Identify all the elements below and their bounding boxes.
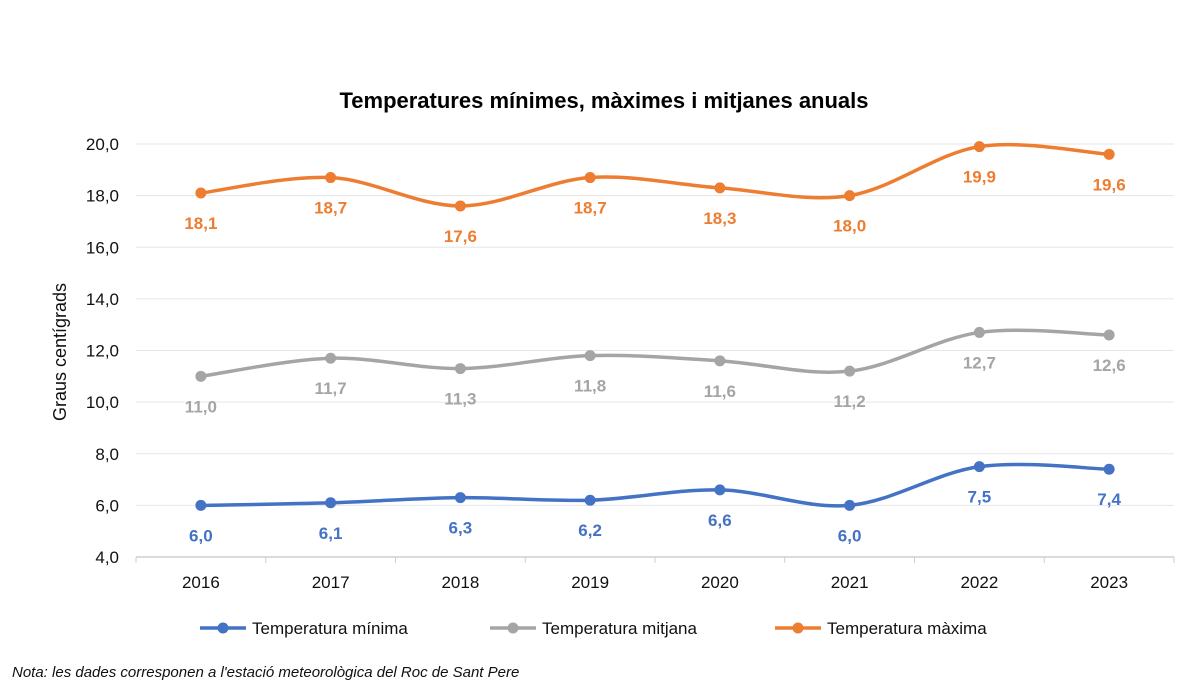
data-label: 7,5 <box>968 488 992 507</box>
legend-label: Temperatura mínima <box>252 619 408 638</box>
data-label: 19,6 <box>1093 175 1126 194</box>
x-tick-label: 2021 <box>831 573 869 592</box>
y-tick-label: 12,0 <box>86 342 119 361</box>
data-label: 19,9 <box>963 168 996 187</box>
series-line-1 <box>200 328 1110 379</box>
x-tick-label: 2017 <box>312 573 350 592</box>
y-tick-label: 14,0 <box>86 290 119 309</box>
y-tick-label: 20,0 <box>86 135 119 154</box>
y-tick-label: 18,0 <box>86 187 119 206</box>
data-label: 6,6 <box>708 511 732 530</box>
data-point <box>195 370 207 382</box>
y-axis-label: Graus centígrads <box>50 283 70 421</box>
data-label: 6,2 <box>578 521 602 540</box>
x-tick-label: 2018 <box>441 573 479 592</box>
data-point <box>454 363 466 375</box>
data-point <box>1103 463 1115 475</box>
data-label: 12,7 <box>963 353 996 372</box>
data-point <box>1103 329 1115 341</box>
data-label: 7,4 <box>1097 490 1121 509</box>
data-point <box>844 499 856 511</box>
legend-label: Temperatura mitjana <box>542 619 698 638</box>
data-point <box>325 172 337 184</box>
data-point <box>973 326 985 338</box>
data-label: 11,7 <box>315 379 347 398</box>
x-tick-label: 2016 <box>182 573 220 592</box>
data-point <box>584 494 596 506</box>
y-tick-label: 8,0 <box>95 445 119 464</box>
data-point <box>714 182 726 194</box>
data-label: 18,7 <box>314 199 347 218</box>
data-point <box>1103 148 1115 160</box>
data-label: 12,6 <box>1093 356 1126 375</box>
data-point <box>584 172 596 184</box>
data-point <box>325 352 337 364</box>
data-point <box>454 492 466 504</box>
data-point <box>195 499 207 511</box>
data-point <box>844 365 856 377</box>
data-label: 6,0 <box>189 526 213 545</box>
data-label: 11,0 <box>185 397 217 416</box>
data-point <box>584 350 596 362</box>
legend-marker <box>507 622 519 634</box>
data-label: 17,6 <box>444 227 477 246</box>
data-label: 11,8 <box>574 377 606 396</box>
y-tick-label: 4,0 <box>95 548 119 567</box>
x-tick-label: 2023 <box>1090 573 1128 592</box>
data-label: 6,3 <box>449 519 473 538</box>
y-tick-label: 10,0 <box>86 393 119 412</box>
x-tick-label: 2020 <box>701 573 739 592</box>
data-label: 18,0 <box>833 217 866 236</box>
footnote: Nota: les dades corresponen a l'estació … <box>12 664 520 681</box>
data-point <box>454 200 466 212</box>
x-tick-label: 2022 <box>960 573 998 592</box>
data-label: 11,2 <box>834 392 866 411</box>
data-label: 18,3 <box>703 209 736 228</box>
data-point <box>714 355 726 367</box>
series-line-0 <box>200 462 1110 508</box>
data-label: 18,1 <box>184 214 217 233</box>
y-tick-label: 6,0 <box>95 496 119 515</box>
data-label: 11,6 <box>704 382 736 401</box>
data-point <box>973 141 985 153</box>
data-label: 11,3 <box>444 390 476 409</box>
legend-marker <box>792 622 804 634</box>
data-label: 6,0 <box>838 526 862 545</box>
series-line-2 <box>200 142 1110 208</box>
data-label: 18,7 <box>574 199 607 218</box>
data-point <box>973 461 985 473</box>
y-tick-label: 16,0 <box>86 238 119 257</box>
legend-marker <box>217 622 229 634</box>
legend-label: Temperatura màxima <box>827 619 987 638</box>
data-label: 6,1 <box>319 524 343 543</box>
data-point <box>325 497 337 509</box>
data-point <box>195 187 207 199</box>
chart-title: Temperatures mínimes, màximes i mitjanes… <box>339 88 868 113</box>
x-tick-label: 2019 <box>571 573 609 592</box>
data-point <box>714 484 726 496</box>
data-point <box>844 190 856 202</box>
